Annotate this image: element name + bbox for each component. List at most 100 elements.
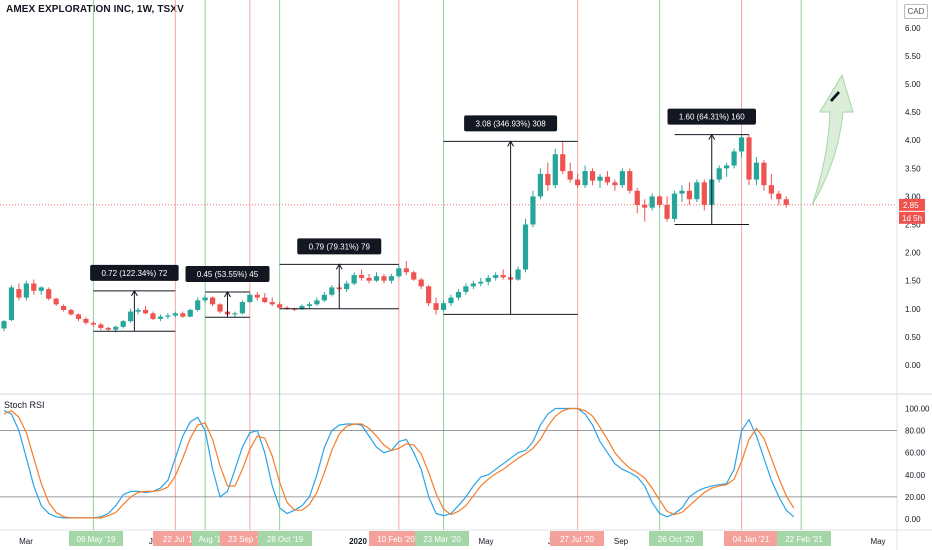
- candles: [1, 134, 789, 333]
- price-axis-tick: 5.00: [905, 80, 921, 89]
- candle-body: [716, 168, 722, 180]
- candle-body: [776, 193, 782, 200]
- rocket-body: [830, 91, 840, 102]
- candle-body: [157, 316, 164, 319]
- signal-badge-label: 23 Sep '19: [228, 535, 267, 544]
- candle-body: [61, 305, 67, 310]
- signal-badge-label: 22 Feb '21: [785, 535, 823, 544]
- candle-body: [262, 297, 268, 303]
- candle-body: [440, 303, 447, 310]
- measure-label: 1.60 (64.31%) 160: [679, 113, 745, 122]
- signal-badge-buy: 23 Mar '20: [415, 531, 469, 546]
- candle-body: [277, 304, 283, 308]
- countdown-badge: [899, 211, 925, 224]
- candle-body: [314, 300, 320, 305]
- candle-body: [597, 176, 603, 181]
- candle-body: [98, 324, 104, 328]
- candle-body: [113, 326, 119, 330]
- candle-body: [418, 279, 424, 287]
- candle-body: [724, 165, 730, 169]
- candle-body: [150, 313, 156, 319]
- candle-body: [664, 204, 670, 219]
- measure-arrow: [130, 289, 138, 297]
- candle-body: [68, 309, 74, 315]
- candle-body: [470, 283, 476, 287]
- price-axis-tick: 1.50: [905, 277, 921, 286]
- candle-body: [560, 154, 566, 172]
- candle-body: [627, 171, 633, 191]
- signal-badge-label: 26 Oct '20: [658, 535, 695, 544]
- candle-body: [761, 162, 767, 186]
- signal-badge-sell: 10 Feb '20: [369, 531, 423, 546]
- time-axis-label: Sep: [614, 537, 629, 546]
- candle-body: [642, 204, 648, 208]
- candle-body: [16, 289, 22, 298]
- candle-body: [128, 311, 134, 322]
- stoch-line-k: [3, 407, 795, 519]
- candle-body: [530, 196, 536, 225]
- currency-button[interactable]: CAD: [904, 4, 928, 19]
- candle-body: [53, 298, 59, 305]
- measure-label-bg: [667, 108, 756, 125]
- candle-body: [463, 286, 469, 292]
- candle-body: [500, 275, 506, 278]
- measure-label-bg: [185, 265, 270, 282]
- measurement-tool: 1.60 (64.31%) 160: [667, 108, 756, 225]
- candle-body: [284, 307, 290, 309]
- price-axis-tick: 5.50: [905, 52, 921, 61]
- signal-badge-label: 28 Oct '19: [267, 535, 304, 544]
- candle-body: [753, 162, 760, 180]
- measure-arrow: [224, 290, 231, 298]
- candle-body: [329, 287, 335, 295]
- candle-body: [351, 275, 357, 284]
- candle-body: [38, 287, 44, 291]
- candle-body: [455, 291, 462, 298]
- candle-body: [1, 321, 7, 329]
- candle-body: [657, 196, 663, 205]
- price-axis-tick: 4.00: [905, 136, 921, 145]
- candle-body: [671, 193, 678, 219]
- candle-body: [783, 199, 789, 205]
- signal-badge-label: 22 Jul '19: [163, 535, 198, 544]
- price-axis-tick: 6.00: [905, 24, 921, 33]
- measure-label: 3.08 (346.93%) 308: [475, 119, 546, 128]
- candle-body: [478, 281, 484, 284]
- candle-body: [172, 313, 178, 316]
- measurement-tool: 3.08 (346.93%) 308: [443, 115, 578, 315]
- candle-body: [388, 276, 394, 281]
- candle-body: [582, 171, 588, 186]
- price-axis-tick: 1.00: [905, 305, 921, 314]
- candle-body: [575, 179, 581, 186]
- candle-body: [686, 190, 692, 200]
- candle-body: [522, 224, 529, 270]
- measure-label-bg: [297, 238, 382, 255]
- candle-body: [433, 303, 439, 310]
- candle-body: [373, 276, 380, 281]
- signal-badge-bg: [550, 531, 604, 546]
- candle-body: [90, 322, 96, 325]
- candle-body: [403, 268, 409, 273]
- measure-label: 0.72 (122.34%) 72: [101, 269, 167, 278]
- countdown-label: 1d 5h: [902, 214, 922, 223]
- stoch-rsi-label: Stoch RSI: [4, 400, 45, 410]
- candle-body: [165, 315, 171, 317]
- measure-arrow: [507, 140, 515, 147]
- candle-body: [239, 302, 245, 314]
- price-axis-tick: 0.50: [905, 333, 921, 342]
- signal-badge-bg: [777, 531, 831, 546]
- candle-body: [694, 182, 700, 200]
- candle-body: [232, 313, 238, 315]
- price-axis-tick: 2.50: [905, 221, 921, 230]
- measurement-tool: 0.72 (122.34%) 72: [90, 264, 179, 332]
- candle-body: [381, 276, 387, 281]
- candle-body: [269, 302, 275, 305]
- candle-body: [515, 269, 521, 280]
- candle-body: [485, 277, 491, 282]
- candle-body: [426, 286, 432, 304]
- signal-badge-bg: [369, 531, 423, 546]
- measure-label: 0.45 (53.55%) 45: [197, 270, 259, 279]
- signal-badge-label: Aug '19: [199, 535, 226, 544]
- chart-title: AMEX EXPLORATION INC, 1W, TSXV: [6, 4, 184, 15]
- candle-body: [545, 173, 551, 186]
